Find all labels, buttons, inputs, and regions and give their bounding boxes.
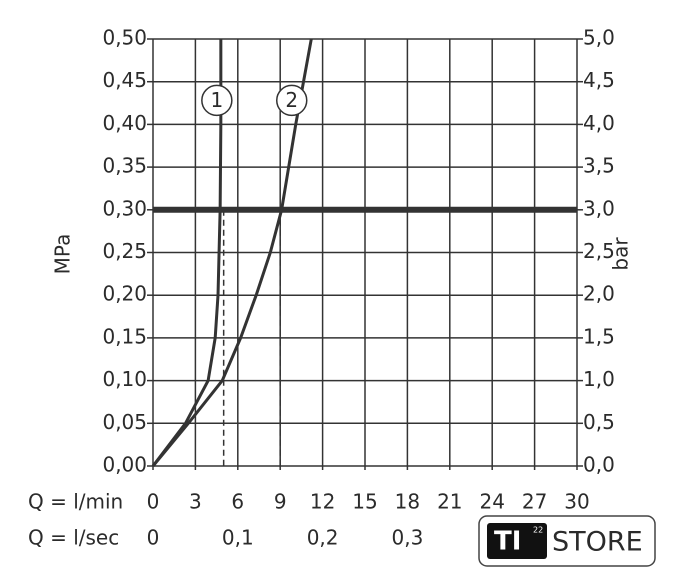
y-tick-label: 0,25 <box>102 239 147 263</box>
y2-tick-label: 1,5 <box>583 324 615 348</box>
y2-tick-label: 0,5 <box>583 410 615 434</box>
y-tick-label: 0,00 <box>102 453 147 477</box>
x-axis-title: Q = l/min <box>28 490 123 514</box>
logo: TI 22 STORE <box>478 515 656 567</box>
logo-superscript: 22 <box>533 526 543 535</box>
y-tick-label: 0,15 <box>102 324 147 348</box>
y-tick-label: 0,30 <box>102 196 147 220</box>
y-axis-title: MPa <box>51 234 75 275</box>
y-tick-label: 0,45 <box>102 68 147 92</box>
y-tick-label: 0,40 <box>102 111 147 135</box>
y-tick-label: 0,05 <box>102 410 147 434</box>
x-tick-label: 9 <box>274 490 287 514</box>
x2-axis-title: Q = l/sec <box>28 526 119 550</box>
x-tick-label: 21 <box>437 490 462 514</box>
x-tick-label: 27 <box>522 490 547 514</box>
y2-axis-title: bar <box>609 237 633 271</box>
y2-tick-label: 2,5 <box>583 239 615 263</box>
series-label-circle <box>275 84 308 117</box>
x-tick-label: 3 <box>189 490 202 514</box>
x-tick-label: 12 <box>310 490 335 514</box>
y2-tick-label: 0,0 <box>583 453 615 477</box>
x2-tick-label: 0,3 <box>391 526 423 550</box>
x2-tick-label: 0 <box>147 526 160 550</box>
x-tick-label: 18 <box>395 490 420 514</box>
x2-tick-label: 0,1 <box>222 526 254 550</box>
y2-tick-label: 3,5 <box>583 154 615 178</box>
series-label: 2 <box>285 88 298 112</box>
y2-tick-label: 5,0 <box>583 26 615 50</box>
series-line <box>151 39 223 467</box>
x-tick-label: 15 <box>352 490 377 514</box>
logo-mark: TI <box>494 527 521 557</box>
y2-tick-label: 2,0 <box>583 282 615 306</box>
x-tick-label: 6 <box>231 490 244 514</box>
y2-tick-label: 1,0 <box>583 367 615 391</box>
x-tick-label: 30 <box>564 490 589 514</box>
y-tick-label: 0,10 <box>102 367 147 391</box>
logo-badge <box>487 523 547 559</box>
x-tick-label: 24 <box>479 490 504 514</box>
y-tick-label: 0,20 <box>102 282 147 306</box>
series-label-circle <box>201 84 233 117</box>
y2-tick-label: 4,5 <box>583 68 615 92</box>
logo-text: STORE <box>552 527 643 558</box>
x-tick-label: 0 <box>147 490 160 514</box>
y2-tick-label: 4,0 <box>583 111 615 135</box>
y2-tick-label: 3,0 <box>583 196 615 220</box>
x2-tick-label: 0,2 <box>307 526 339 550</box>
y-tick-label: 0,35 <box>102 154 147 178</box>
series-line <box>151 38 313 467</box>
y-tick-label: 0,50 <box>102 26 147 50</box>
series-label: 1 <box>210 88 223 112</box>
